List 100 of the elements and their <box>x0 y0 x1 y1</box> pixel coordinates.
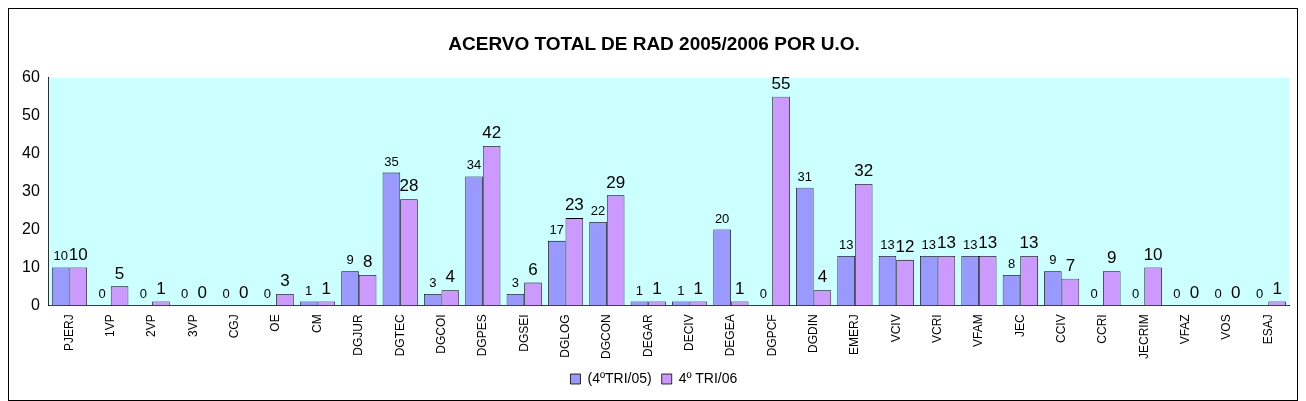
x-tick-label: 1VP <box>103 314 118 338</box>
data-label: 1 <box>305 282 313 298</box>
x-tick-label: DGCOI <box>433 314 448 354</box>
x-tick-label: VCIV <box>888 314 903 343</box>
data-label: 42 <box>482 123 502 143</box>
x-tick-label: ESAJ <box>1260 314 1275 345</box>
data-label: 7 <box>1065 255 1076 275</box>
data-label: 0 <box>263 286 271 302</box>
x-tick-label: CCRI <box>1095 314 1110 344</box>
data-label: 55 <box>771 73 791 93</box>
data-label: 0 <box>238 282 249 302</box>
data-label: 10 <box>68 244 88 264</box>
data-label: 0 <box>1131 286 1140 302</box>
x-tick-label: 2VP <box>144 314 159 338</box>
data-label: 23 <box>564 195 584 215</box>
data-label: 13 <box>838 237 854 253</box>
x-tick-label: CCIV <box>1053 314 1068 344</box>
data-label: 9 <box>1049 252 1057 268</box>
data-label: 1 <box>156 278 166 298</box>
data-label: 13 <box>1019 233 1039 253</box>
data-label: 1 <box>635 282 644 298</box>
x-tick-label: DGLOG <box>557 314 572 358</box>
x-tick-label: EMERJ <box>847 314 862 356</box>
data-label: 6 <box>528 259 538 279</box>
data-label: 1 <box>677 282 685 298</box>
data-label: 8 <box>362 252 373 272</box>
data-label: 0 <box>98 286 106 302</box>
data-label: 28 <box>399 176 419 196</box>
data-label: 0 <box>1090 286 1098 302</box>
y-tick-label: 50 <box>22 106 40 124</box>
x-tick-label: JECRIM <box>1136 314 1151 360</box>
x-tick-label: OE <box>268 314 283 332</box>
y-tick-label: 60 <box>22 68 40 86</box>
data-label: 13 <box>962 237 978 253</box>
data-label: 13 <box>880 237 895 253</box>
x-tick-label: 3VP <box>185 314 200 338</box>
data-label: 3 <box>429 275 437 291</box>
x-tick-label: JEC <box>1012 314 1027 338</box>
x-tick-label: VCRI <box>929 314 944 344</box>
data-label: 20 <box>714 210 730 226</box>
x-tick-label: DGSEI <box>516 314 531 352</box>
data-label: 13 <box>978 233 998 253</box>
data-label: 0 <box>1231 282 1241 302</box>
data-label: 0 <box>1189 282 1200 302</box>
x-tick-label: DEGEA <box>723 314 738 357</box>
y-tick-label: 0 <box>30 295 40 313</box>
data-label: 32 <box>854 161 874 181</box>
x-tick-label: DGJUR <box>351 314 366 356</box>
x-tick-label: VFAM <box>971 314 986 348</box>
chart-title: ACERVO TOTAL DE RAD 2005/2006 POR U.O. <box>448 32 860 54</box>
data-label: 0 <box>759 286 768 302</box>
data-label: 13 <box>936 233 956 253</box>
data-label: 1 <box>652 278 662 298</box>
data-label: 35 <box>384 153 399 169</box>
x-tick-label: CM <box>309 314 324 334</box>
data-label: 3 <box>511 275 520 291</box>
legend-label: (4ºTRI/05) <box>587 369 652 386</box>
y-tick-label: 30 <box>22 181 40 199</box>
y-tick-label: 10 <box>22 257 40 275</box>
data-label: 0 <box>139 286 147 302</box>
x-tick-label: CGJ <box>227 314 242 339</box>
x-tick-label: DGDIN <box>805 314 820 354</box>
data-label: 10 <box>1143 244 1163 264</box>
data-label: 4 <box>817 267 828 287</box>
data-label: 0 <box>1214 286 1222 302</box>
data-label: 17 <box>549 221 564 237</box>
data-label: 0 <box>197 282 208 302</box>
x-tick-label: DEGAR <box>640 314 655 358</box>
data-label: 0 <box>1255 286 1264 302</box>
data-label: 34 <box>466 157 482 173</box>
x-tick-label: VFAZ <box>1177 314 1192 345</box>
y-tick-label: 40 <box>22 144 40 162</box>
data-label: 0 <box>222 286 230 302</box>
data-label: 1 <box>693 278 704 298</box>
x-tick-label: PJERJ <box>61 314 76 352</box>
x-tick-label: DGPES <box>475 314 490 357</box>
data-label: 4 <box>445 267 456 287</box>
x-tick-label: DGCON <box>599 314 614 360</box>
data-label: 8 <box>1007 256 1016 272</box>
data-label: 12 <box>895 237 915 257</box>
data-label: 9 <box>346 252 354 268</box>
data-label: 13 <box>921 237 937 253</box>
data-label: 0 <box>1173 286 1181 302</box>
data-label: 9 <box>1107 248 1117 268</box>
y-tick-label: 20 <box>22 219 40 237</box>
data-label: 3 <box>280 271 290 291</box>
x-tick-label: DECIV <box>681 314 696 352</box>
data-label: 29 <box>606 172 626 192</box>
data-label: 1 <box>321 278 332 298</box>
data-label: 10 <box>53 248 68 264</box>
legend-label: 4º TRI/06 <box>678 369 738 386</box>
x-tick-label: DGPCF <box>764 314 779 357</box>
data-label: 31 <box>797 168 813 184</box>
x-tick-label: VOS <box>1219 314 1234 340</box>
data-label: 1 <box>734 278 745 298</box>
data-label: 0 <box>181 286 189 302</box>
x-tick-label: DGTEC <box>392 314 407 357</box>
data-label: 22 <box>590 202 606 218</box>
data-label: 5 <box>114 263 125 283</box>
data-label: 1 <box>1272 278 1282 298</box>
